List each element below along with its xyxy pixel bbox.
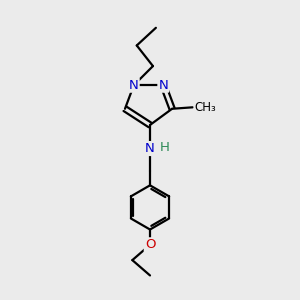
Text: N: N — [129, 79, 139, 92]
Text: N: N — [158, 79, 168, 92]
Text: N: N — [145, 142, 155, 155]
Text: CH₃: CH₃ — [194, 101, 216, 114]
Text: O: O — [145, 238, 155, 251]
Text: H: H — [159, 141, 169, 154]
